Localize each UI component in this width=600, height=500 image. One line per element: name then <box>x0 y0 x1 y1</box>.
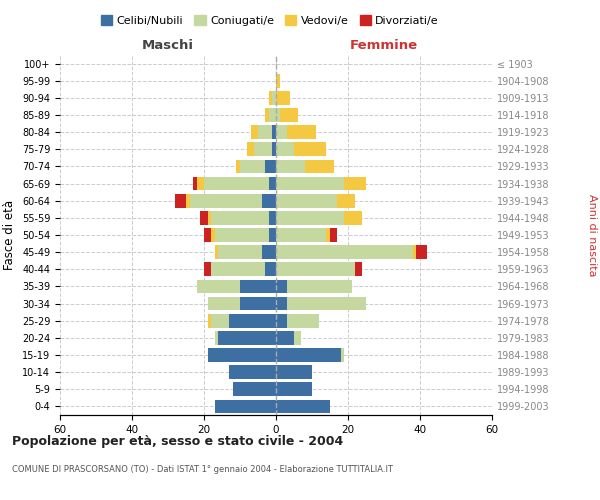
Bar <box>276 382 312 396</box>
Bar <box>276 228 326 242</box>
Bar <box>355 262 362 276</box>
Bar <box>208 211 211 224</box>
Bar <box>276 160 305 173</box>
Bar <box>276 142 294 156</box>
Bar <box>200 211 208 224</box>
Bar <box>215 331 218 344</box>
Bar <box>341 348 344 362</box>
Bar <box>276 314 287 328</box>
Text: Femmine: Femmine <box>350 38 418 52</box>
Bar <box>272 142 276 156</box>
Bar <box>276 331 294 344</box>
Bar <box>305 160 334 173</box>
Bar <box>287 296 366 310</box>
Bar <box>211 228 215 242</box>
Bar <box>276 246 413 259</box>
Bar <box>269 176 276 190</box>
Bar <box>204 228 211 242</box>
Bar <box>416 246 427 259</box>
Bar <box>240 296 276 310</box>
Bar <box>240 160 265 173</box>
Bar <box>236 160 240 173</box>
Bar <box>197 176 204 190</box>
Bar <box>193 176 197 190</box>
Bar <box>294 142 326 156</box>
Bar <box>208 296 240 310</box>
Bar <box>208 348 276 362</box>
Bar <box>276 262 355 276</box>
Bar <box>269 211 276 224</box>
Bar <box>265 160 276 173</box>
Text: Anni di nascita: Anni di nascita <box>587 194 597 276</box>
Bar <box>218 331 276 344</box>
Bar <box>326 228 330 242</box>
Bar <box>262 194 276 207</box>
Bar <box>265 108 269 122</box>
Bar <box>272 91 276 104</box>
Bar <box>276 108 280 122</box>
Bar <box>272 126 276 139</box>
Bar <box>215 246 218 259</box>
Bar <box>269 108 276 122</box>
Bar <box>276 211 344 224</box>
Bar <box>276 91 290 104</box>
Bar <box>229 314 276 328</box>
Bar <box>287 280 352 293</box>
Bar <box>258 126 272 139</box>
Bar <box>240 280 276 293</box>
Bar <box>276 348 341 362</box>
Bar <box>262 246 276 259</box>
Bar <box>287 314 319 328</box>
Bar <box>254 142 272 156</box>
Bar <box>276 126 287 139</box>
Bar <box>287 126 316 139</box>
Bar <box>269 228 276 242</box>
Bar <box>211 262 265 276</box>
Bar <box>276 74 280 88</box>
Bar <box>229 366 276 379</box>
Bar <box>269 91 272 104</box>
Bar <box>251 126 258 139</box>
Bar <box>211 211 269 224</box>
Bar <box>276 366 312 379</box>
Bar <box>211 314 229 328</box>
Bar <box>197 280 240 293</box>
Bar <box>276 296 287 310</box>
Bar <box>276 194 337 207</box>
Bar <box>344 211 362 224</box>
Bar <box>247 142 254 156</box>
Bar <box>330 228 337 242</box>
Bar <box>215 228 269 242</box>
Bar <box>276 176 344 190</box>
Bar <box>276 280 287 293</box>
Bar <box>344 176 366 190</box>
Bar <box>280 108 298 122</box>
Bar <box>175 194 186 207</box>
Bar <box>218 246 262 259</box>
Bar <box>190 194 262 207</box>
Bar <box>294 331 301 344</box>
Bar <box>215 400 276 413</box>
Bar <box>233 382 276 396</box>
Y-axis label: Fasce di età: Fasce di età <box>4 200 16 270</box>
Bar <box>413 246 416 259</box>
Text: Maschi: Maschi <box>142 38 194 52</box>
Bar <box>186 194 190 207</box>
Bar <box>265 262 276 276</box>
Bar <box>208 314 211 328</box>
Text: COMUNE DI PRASCORSANO (TO) - Dati ISTAT 1° gennaio 2004 - Elaborazione TUTTITALI: COMUNE DI PRASCORSANO (TO) - Dati ISTAT … <box>12 465 393 474</box>
Bar <box>204 176 269 190</box>
Bar <box>337 194 355 207</box>
Text: Popolazione per età, sesso e stato civile - 2004: Popolazione per età, sesso e stato civil… <box>12 435 343 448</box>
Legend: Celibi/Nubili, Coniugati/e, Vedovi/e, Divorziati/e: Celibi/Nubili, Coniugati/e, Vedovi/e, Di… <box>97 10 443 30</box>
Bar <box>276 400 330 413</box>
Bar <box>204 262 211 276</box>
